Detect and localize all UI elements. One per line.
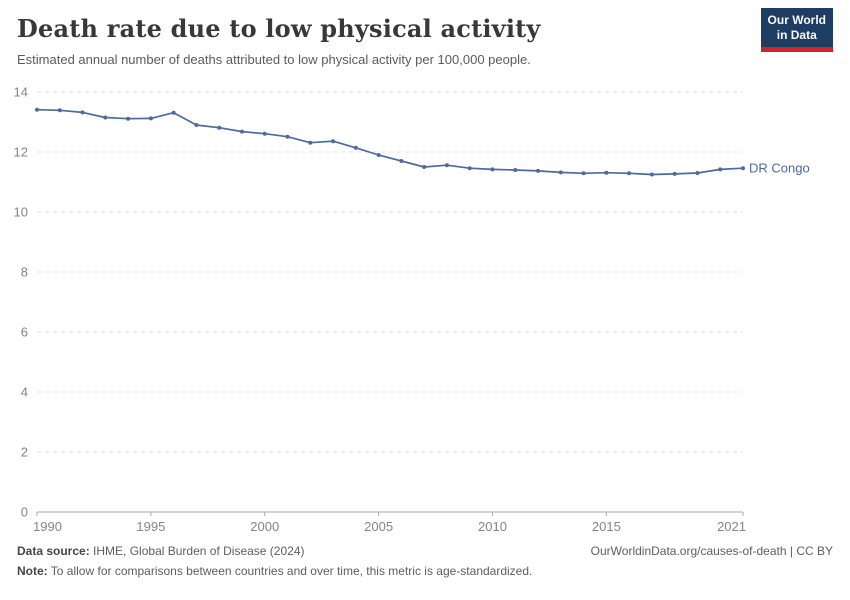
chart-subtitle: Estimated annual number of deaths attrib… [17,52,531,67]
data-point [422,165,427,169]
chart-title: Death rate due to low physical activity [17,14,541,43]
data-point [171,110,176,115]
data-point [308,140,313,145]
attribution-link[interactable]: OurWorldinData.org/causes-of-death | CC … [590,544,833,558]
data-point [399,159,404,163]
chart-footer: Data source: IHME, Global Burden of Dise… [0,541,850,581]
y-tick-label: 8 [21,265,28,280]
data-point [741,166,745,171]
data-point [467,166,472,171]
x-tick-label: 1990 [33,519,62,534]
chart-svg: 0 2 4 6 8 10 12 14 1990 1995 2000 2005 2010 2015 2021 D… [14,85,810,535]
data-point [604,170,609,175]
data-source-value: IHME, Global Burden of Disease (2024) [93,544,305,558]
data-point [126,116,131,121]
y-tick-label: 2 [21,445,28,460]
data-point [262,131,267,136]
data-line [36,108,744,176]
series-end-label: DR Congo [749,161,810,176]
data-point [490,167,495,172]
data-point [194,123,199,127]
data-point [35,107,39,112]
data-point [536,168,541,173]
x-tick-label: 2021 [717,519,746,534]
note-text: To allow for comparisons between countri… [50,564,533,579]
data-point [217,125,222,130]
data-point [285,134,290,139]
data-point [331,139,336,144]
data-point [103,115,108,120]
x-tick-label: 2005 [364,519,393,534]
chart-header: Death rate due to low physical activity … [17,14,737,67]
data-point [513,168,518,172]
y-tick-label: 14 [14,85,28,100]
data-point [148,116,153,121]
data-source: Data source: IHME, Global Burden of Dise… [17,543,304,560]
y-tick-label: 12 [14,145,28,160]
x-tick-label: 1995 [136,519,165,534]
data-point [80,110,85,115]
y-tick-label: 6 [21,325,28,340]
data-point [627,171,632,176]
data-point [57,108,62,113]
data-point [353,145,358,150]
y-tick-label: 4 [21,385,28,400]
note: Note: To allow for comparisons between c… [17,563,532,580]
data-point [672,171,677,176]
x-tick-label: 2010 [478,519,507,534]
data-source-label: Data source: [17,544,90,558]
logo-line2: in Data [776,28,817,42]
note-label: Note: [17,564,48,579]
x-tick-label: 2000 [250,519,279,534]
x-tick-label: 2015 [592,519,621,534]
data-point [649,172,654,177]
data-point [239,129,244,134]
owid-logo: Our World in Data [760,8,833,52]
y-tick-label: 10 [14,205,28,220]
data-point [444,163,449,168]
data-point [718,167,723,172]
data-point [376,153,381,157]
data-point [558,170,563,175]
data-point [581,171,586,176]
logo-line1: Our World [767,13,826,27]
data-point [695,171,700,175]
y-tick-label: 0 [21,505,28,520]
